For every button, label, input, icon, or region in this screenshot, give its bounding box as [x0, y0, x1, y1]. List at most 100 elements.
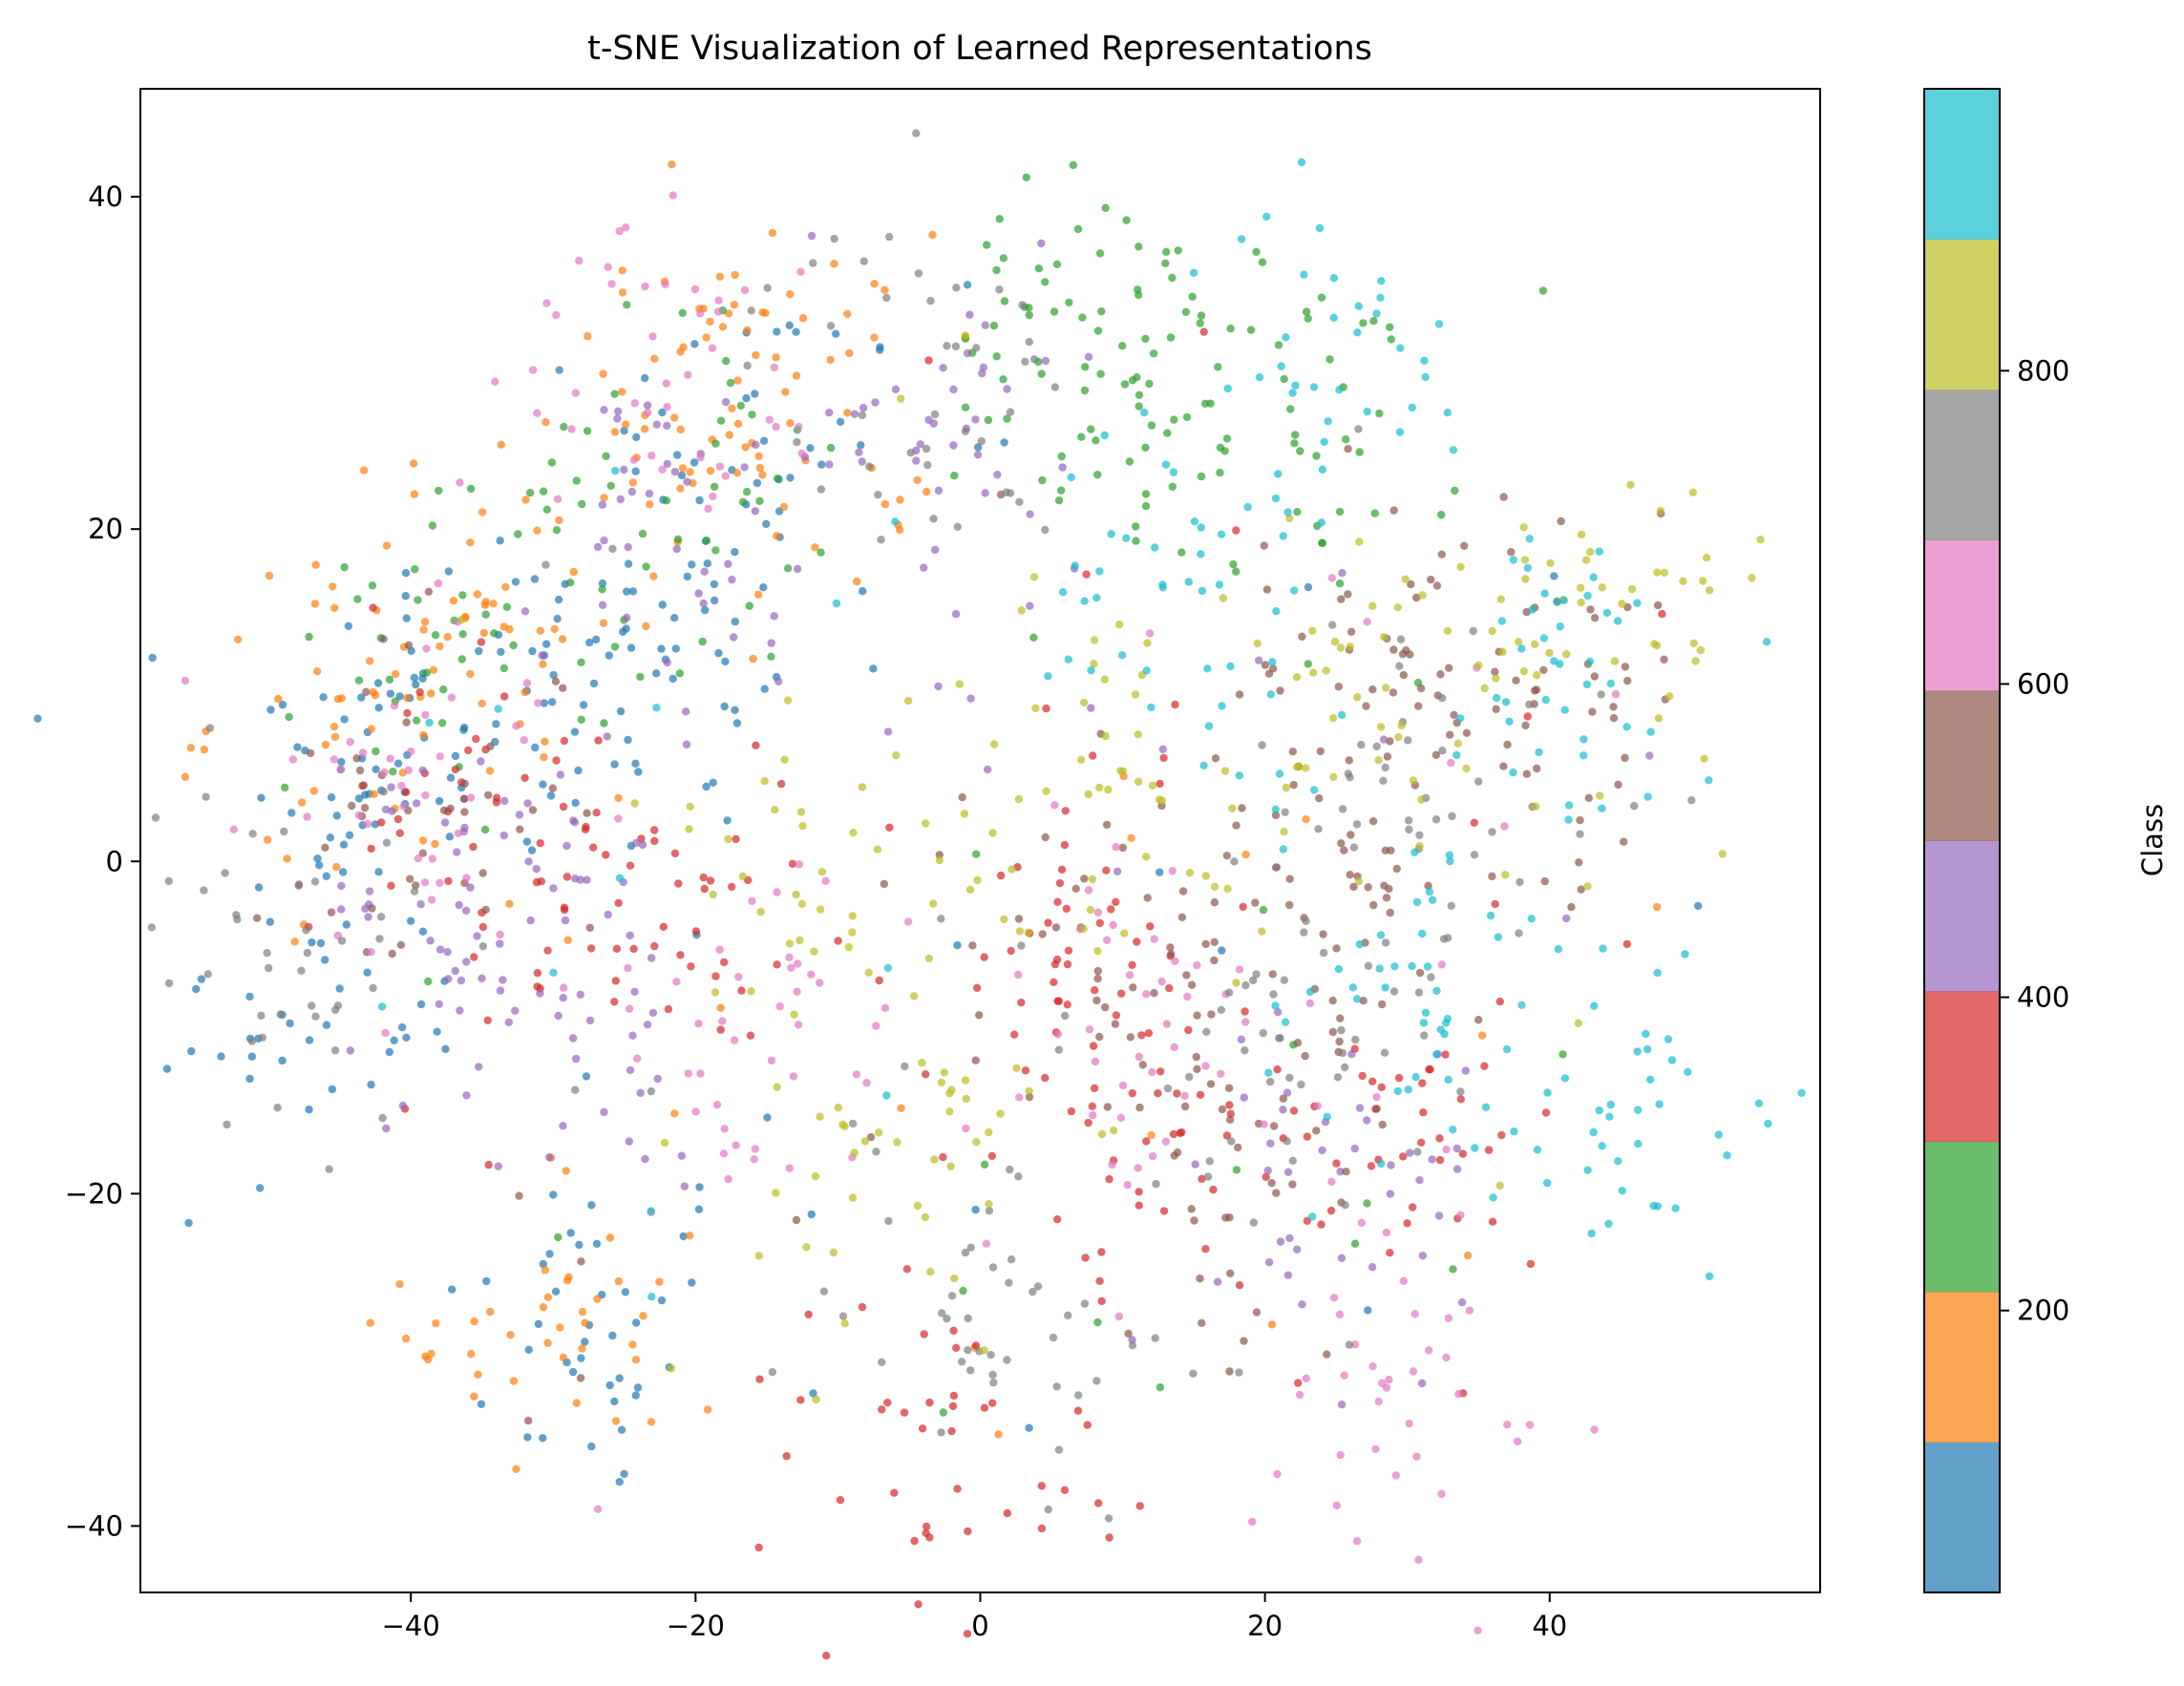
scatter-point	[611, 977, 620, 985]
scatter-point	[1415, 831, 1424, 839]
scatter-point	[1007, 946, 1015, 956]
scatter-point	[1435, 1134, 1444, 1143]
chart-title: t-SNE Visualization of Learned Represent…	[587, 30, 1372, 68]
scatter-point	[1448, 811, 1456, 821]
scatter-point	[718, 323, 728, 331]
scatter-point	[1329, 714, 1338, 723]
scatter-point	[806, 444, 815, 453]
scatter-point	[1354, 876, 1364, 886]
scatter-point	[632, 1318, 641, 1327]
scatter-point	[545, 1250, 554, 1258]
scatter-point	[1025, 338, 1034, 347]
scatter-point	[1305, 987, 1315, 997]
scatter-point	[1003, 414, 1011, 423]
scatter-point	[691, 1107, 700, 1116]
scatter-point	[650, 836, 659, 846]
scatter-point	[1667, 1056, 1677, 1064]
scatter-point	[1323, 1350, 1331, 1359]
scatter-point	[912, 456, 921, 465]
scatter-point	[1143, 894, 1152, 902]
scatter-point	[542, 505, 552, 514]
scatter-point	[1029, 355, 1039, 364]
scatter-point	[1077, 432, 1086, 441]
scatter-point	[921, 1212, 930, 1222]
scatter-point	[920, 563, 928, 572]
scatter-point	[1589, 573, 1598, 581]
scatter-point	[1421, 372, 1430, 382]
scatter-point	[798, 821, 807, 831]
scatter-point	[575, 256, 583, 265]
scatter-point	[1084, 886, 1093, 895]
scatter-point	[1323, 1112, 1331, 1121]
scatter-point	[539, 1259, 547, 1269]
y-tick-label: 0	[106, 845, 123, 877]
scatter-point	[572, 1399, 581, 1407]
scatter-point	[1346, 627, 1356, 636]
x-tick-label: 0	[971, 1610, 988, 1642]
scatter-point	[326, 833, 335, 842]
scatter-point	[1095, 249, 1105, 258]
scatter-point	[662, 496, 671, 505]
scatter-point	[1589, 1128, 1598, 1137]
scatter-point	[836, 417, 845, 426]
scatter-point	[858, 457, 866, 466]
scatter-point	[361, 904, 370, 913]
scatter-point	[456, 1006, 464, 1015]
scatter-point	[1463, 1251, 1473, 1260]
scatter-point	[734, 973, 743, 981]
scatter-point	[1375, 409, 1384, 418]
scatter-point	[1509, 556, 1518, 564]
scatter-point	[200, 886, 208, 895]
scatter-point	[1386, 323, 1394, 331]
scatter-point	[972, 850, 981, 858]
scatter-point	[522, 679, 532, 687]
scatter-point	[1526, 1259, 1536, 1269]
scatter-point	[1015, 1093, 1024, 1102]
scatter-point	[701, 606, 710, 615]
scatter-point	[1577, 598, 1585, 607]
scatter-point	[307, 1001, 316, 1010]
scatter-point	[877, 536, 885, 544]
scatter-point	[1656, 506, 1665, 516]
scatter-point	[1201, 1245, 1210, 1254]
scatter-point	[187, 1046, 196, 1056]
scatter-point	[922, 1522, 931, 1531]
scatter-point	[811, 543, 819, 552]
scatter-point	[1057, 452, 1066, 461]
scatter-point	[1317, 518, 1326, 527]
scatter-point	[589, 679, 599, 688]
scatter-point	[1158, 580, 1167, 589]
scatter-point	[1409, 1367, 1418, 1376]
scatter-point	[1424, 881, 1432, 890]
scatter-point	[536, 989, 544, 998]
scatter-point	[548, 784, 558, 792]
scatter-point	[768, 228, 777, 238]
scatter-point	[722, 356, 731, 366]
scatter-point	[865, 462, 874, 471]
scatter-point	[1157, 977, 1166, 986]
scatter-point	[1590, 672, 1600, 681]
scatter-point	[1376, 293, 1385, 302]
scatter-point	[264, 835, 272, 844]
scatter-point	[1671, 1204, 1680, 1212]
scatter-point	[428, 896, 436, 904]
colorbar-segment	[1924, 690, 2000, 841]
scatter-point	[1418, 1252, 1428, 1260]
scatter-point	[1428, 1155, 1436, 1164]
scatter-point	[369, 603, 377, 612]
scatter-point	[305, 1106, 313, 1114]
scatter-point	[1488, 872, 1496, 881]
scatter-point	[1346, 643, 1355, 651]
scatter-point	[1228, 804, 1237, 812]
scatter-point	[1446, 730, 1454, 739]
scatter-point	[395, 829, 404, 837]
scatter-point	[1350, 1239, 1360, 1248]
scatter-point	[1335, 580, 1345, 588]
scatter-point	[638, 529, 647, 538]
scatter-point	[634, 768, 643, 776]
scatter-point	[971, 1056, 980, 1064]
scatter-point	[462, 958, 471, 966]
scatter-point	[391, 669, 400, 679]
scatter-point	[1017, 606, 1027, 615]
scatter-point	[641, 373, 649, 383]
